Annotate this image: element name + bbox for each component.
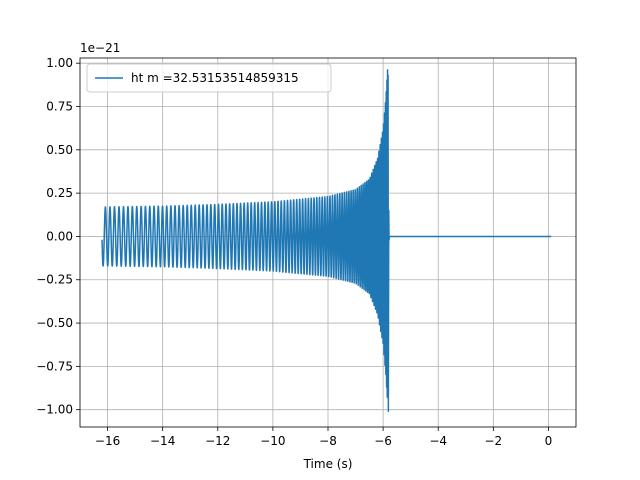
legend-entry: ht m =32.53153514859315	[131, 71, 299, 85]
x-tick-label: 0	[545, 434, 553, 448]
y-tick-label: 0.25	[46, 186, 73, 200]
signal-series	[101, 69, 552, 413]
x-tick-label: −10	[260, 434, 285, 448]
y-tick-label: 1.00	[46, 56, 73, 70]
x-tick-label: −8	[319, 434, 337, 448]
y-tick-label: −0.75	[36, 359, 73, 373]
y-tick-label: 0.00	[46, 229, 73, 243]
legend-box	[86, 63, 332, 93]
x-tick-label: −12	[205, 434, 230, 448]
legend: ht m =32.53153514859315	[86, 63, 332, 93]
x-axis-ticks: −16 −14 −12 −10 −8 −6 −4 −2 0	[95, 427, 552, 448]
y-offset-text: 1e−21	[80, 41, 120, 55]
y-tick-label: −0.50	[36, 316, 73, 330]
y-tick-label: −1.00	[36, 403, 73, 417]
x-axis-label: Time (s)	[303, 457, 353, 471]
x-tick-label: −4	[429, 434, 447, 448]
x-tick-label: −14	[150, 434, 175, 448]
x-tick-label: −2	[484, 434, 502, 448]
y-tick-label: −0.25	[36, 273, 73, 287]
series-line	[101, 69, 552, 413]
x-tick-label: −6	[374, 434, 392, 448]
y-tick-label: 0.75	[46, 100, 73, 114]
y-tick-label: 0.50	[46, 143, 73, 157]
x-tick-label: −16	[95, 434, 120, 448]
y-axis-ticks: −1.00 −0.75 −0.50 −0.25 0.00 0.25 0.50 0.75 1.00	[36, 56, 80, 417]
